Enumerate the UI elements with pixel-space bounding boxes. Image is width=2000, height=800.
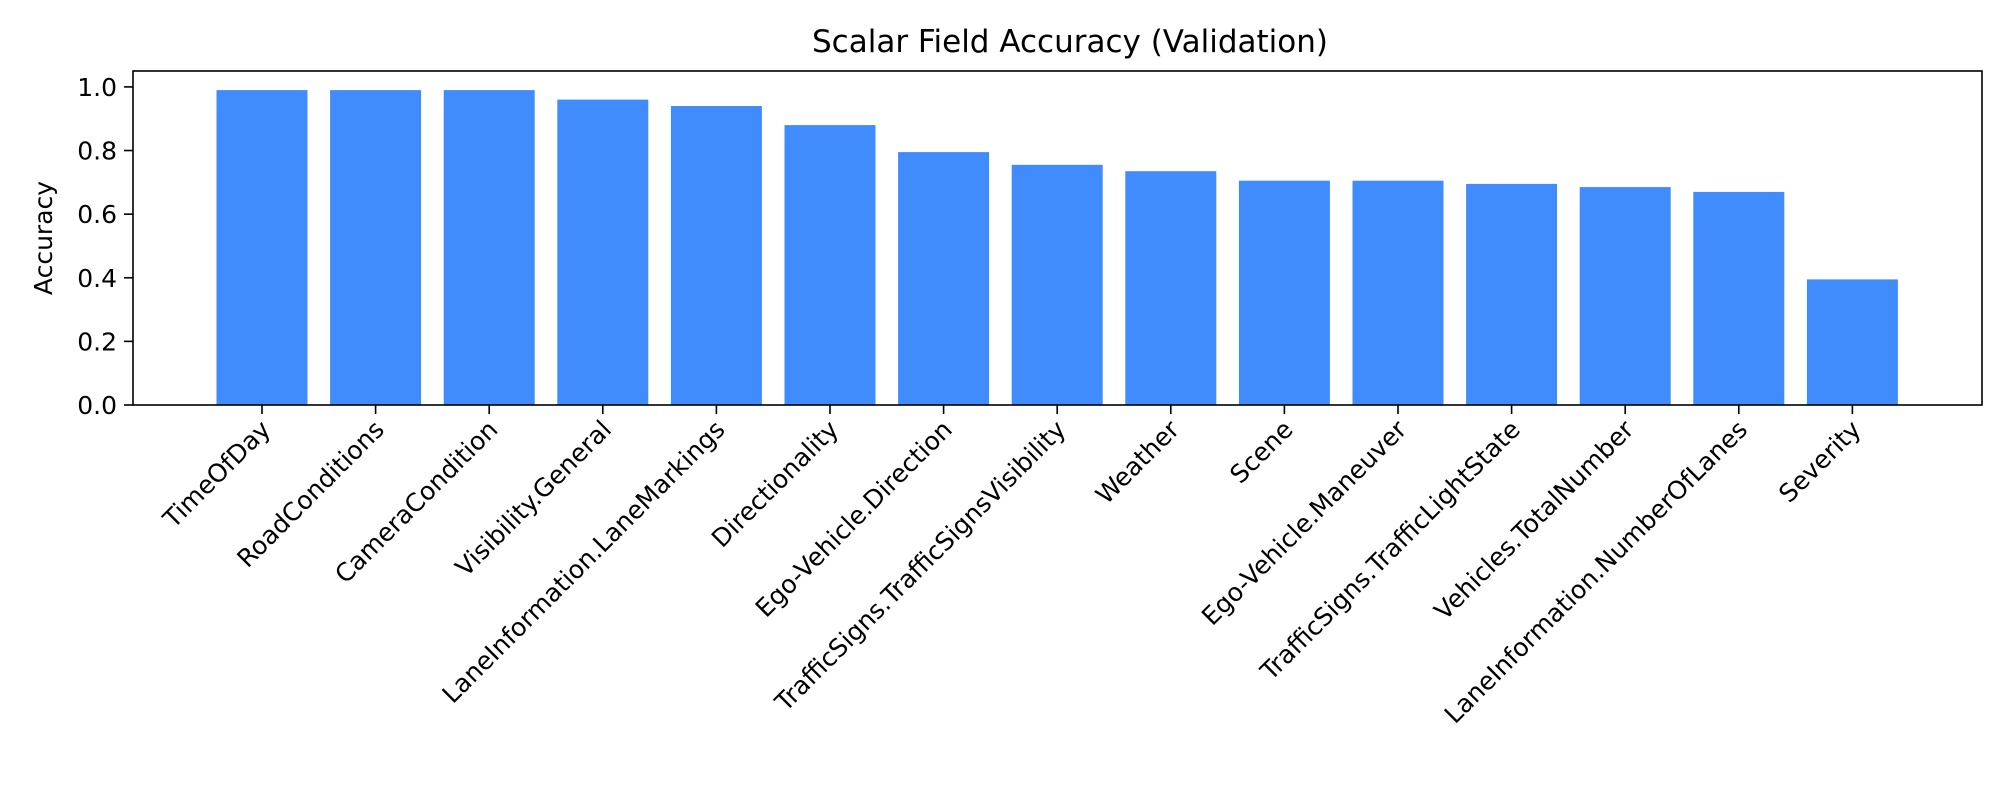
y-tick-label: 0.6 xyxy=(77,200,117,229)
y-tick-label: 0.2 xyxy=(77,327,117,356)
x-tick-label: Scene xyxy=(1224,415,1298,489)
bar xyxy=(1806,279,1898,405)
x-tick-label: Weather xyxy=(1090,414,1185,509)
y-tick-label: 0.8 xyxy=(77,137,117,166)
bar xyxy=(1466,183,1558,405)
chart-title: Scalar Field Accuracy (Validation) xyxy=(812,24,1328,60)
x-tick-label: Vehicles.TotalNumber xyxy=(1429,414,1640,625)
bar xyxy=(1125,171,1217,405)
bar xyxy=(1238,180,1330,405)
bar xyxy=(1693,191,1785,405)
bar xyxy=(898,152,990,405)
x-axis: TimeOfDayRoadConditionsCameraConditionVi… xyxy=(157,405,1867,729)
y-tick-label: 0.4 xyxy=(77,264,117,293)
bar xyxy=(784,125,876,405)
x-tick-label: TimeOfDay xyxy=(157,415,277,535)
bar xyxy=(1352,180,1444,405)
bars-layer xyxy=(216,90,1898,405)
x-tick-label: Ego-Vehicle.Direction xyxy=(750,415,958,623)
bar xyxy=(670,106,762,405)
y-tick-label: 1.0 xyxy=(77,73,117,102)
bar xyxy=(330,90,422,405)
y-tick-label: 0.0 xyxy=(77,391,117,420)
x-tick-label: Ego-Vehicle.Maneuver xyxy=(1196,414,1413,631)
bar xyxy=(1579,187,1671,405)
plot-frame xyxy=(132,70,1983,406)
bar xyxy=(443,90,535,405)
bar xyxy=(557,99,649,405)
y-axis-label: Accuracy xyxy=(29,181,58,295)
y-axis: 0.0 0.2 0.4 0.6 0.8 1.0 xyxy=(77,73,133,420)
x-tick-label: Severity xyxy=(1773,415,1867,509)
bar xyxy=(216,90,308,405)
bar xyxy=(1011,164,1103,405)
